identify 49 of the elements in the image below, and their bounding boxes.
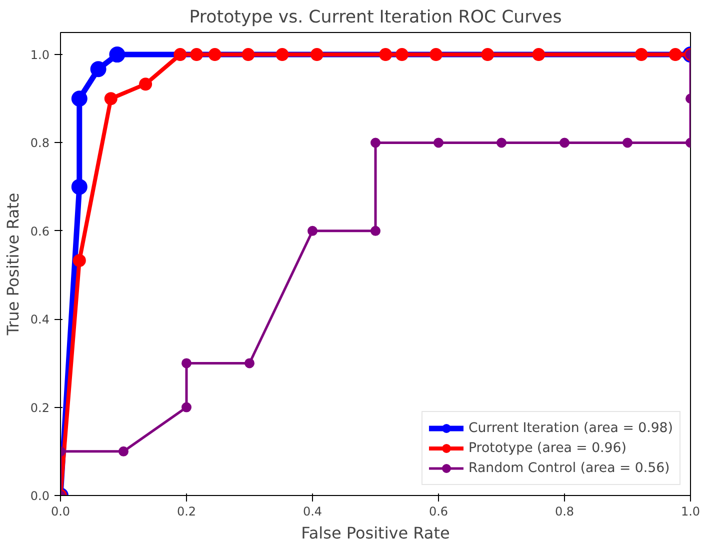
point (244, 358, 254, 368)
point (104, 92, 118, 106)
x-tick-label: 0.6 (428, 504, 448, 518)
point (72, 254, 86, 267)
point (190, 48, 204, 62)
x-tick-label: 0.0 (50, 504, 70, 518)
point (395, 48, 408, 62)
point (429, 48, 442, 62)
legend-label: Prototype (area = 0.96) (468, 440, 626, 456)
point (174, 48, 187, 62)
x-tick-label: 1.0 (680, 504, 700, 518)
point (560, 138, 570, 148)
y-tick-label: 0.8 (30, 136, 50, 150)
legend-label: Random Control (area = 0.56) (468, 460, 670, 476)
point (532, 48, 546, 62)
point (370, 138, 380, 148)
x-tick-label: 0.4 (302, 504, 322, 518)
point (182, 358, 192, 368)
point (370, 226, 380, 236)
point (622, 138, 632, 148)
y-tick-label: 0.6 (30, 224, 50, 238)
y-tick-label: 0.2 (30, 400, 50, 415)
point (118, 446, 128, 456)
chart-title: Prototype vs. Current Iteration ROC Curves (189, 8, 562, 28)
point (276, 48, 289, 62)
y-axis-title: True Positive Rate (3, 192, 22, 336)
point (434, 138, 444, 148)
point (208, 48, 222, 62)
point (71, 178, 88, 195)
point (139, 78, 152, 91)
y-tick-label: 0.4 (30, 312, 50, 327)
point (182, 402, 192, 412)
legend-label: Current Iteration (area = 0.98) (468, 420, 673, 436)
x-tick-label: 0.2 (176, 504, 196, 518)
point (310, 48, 324, 62)
point (308, 226, 318, 236)
point (90, 61, 106, 78)
point (668, 48, 682, 62)
point (242, 48, 255, 62)
y-tick-label: 0.0 (30, 489, 50, 503)
x-tick-label: 0.8 (554, 504, 574, 518)
point (71, 90, 88, 107)
point (379, 48, 392, 62)
y-tick-label: 1.0 (30, 48, 50, 62)
point (481, 48, 494, 62)
point (496, 138, 506, 148)
point (109, 46, 126, 63)
x-axis-title: False Positive Rate (301, 524, 450, 542)
point (634, 48, 648, 62)
